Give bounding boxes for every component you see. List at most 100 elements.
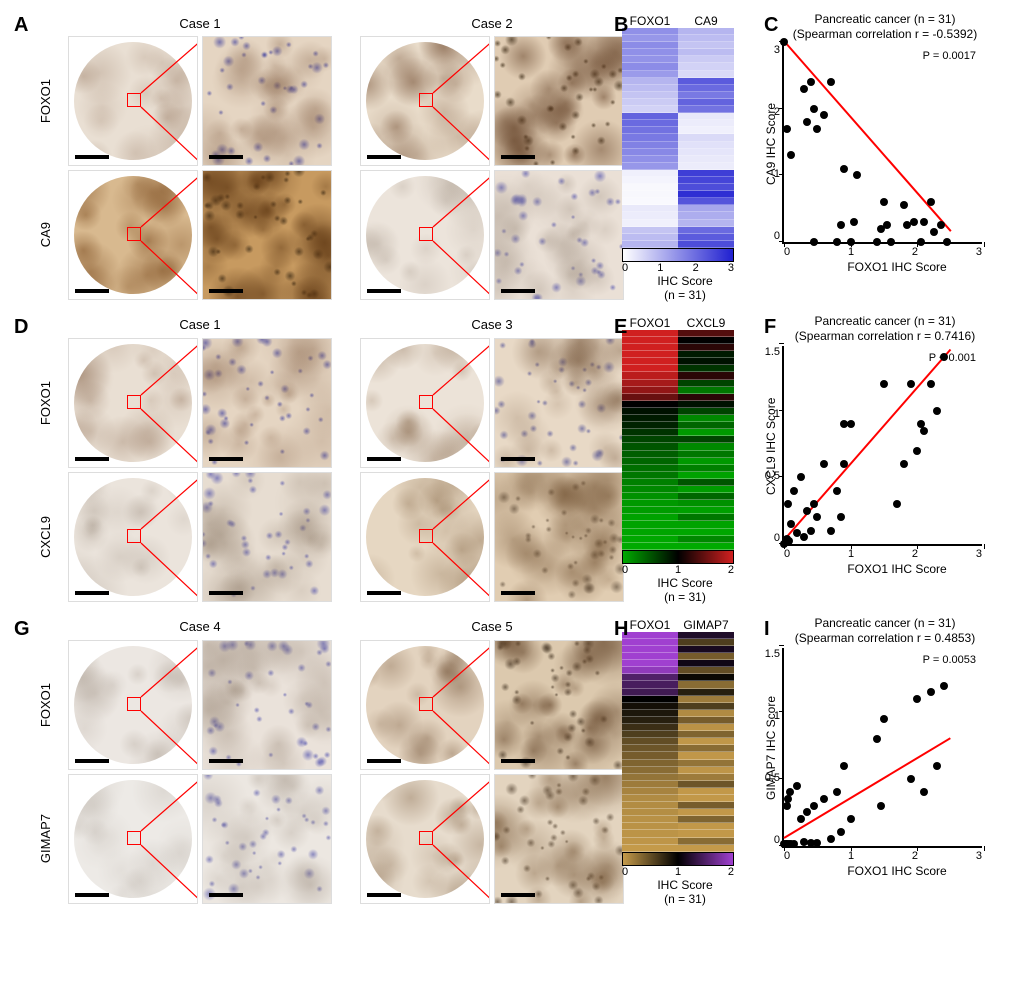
scatter-point <box>840 762 848 770</box>
scale-bar <box>501 759 535 763</box>
heatmap-cell <box>622 536 678 543</box>
heatmap-gradient <box>622 248 734 262</box>
heatmap-cell <box>622 696 678 703</box>
heatmap-cell <box>622 632 678 639</box>
heatmap-cell <box>678 198 734 205</box>
heatmap-cell <box>678 816 734 823</box>
heatmap-cell <box>622 823 678 830</box>
heatmap-cell <box>678 472 734 479</box>
case-header: Case 4 <box>68 619 332 634</box>
heatmap-cell <box>678 422 734 429</box>
scale-bar <box>209 591 243 595</box>
heatmap-cell <box>678 134 734 141</box>
scatter-point <box>786 788 794 796</box>
heatmap-cell <box>622 795 678 802</box>
heatmap-cell <box>622 56 678 63</box>
heatmap-cell <box>678 767 734 774</box>
heatmap-cell <box>678 500 734 507</box>
heatmap-cell <box>678 514 734 521</box>
scatter-point <box>803 808 811 816</box>
heatmap-cell <box>622 205 678 212</box>
heatmap-cell <box>622 330 678 337</box>
heatmap-cell <box>622 71 678 78</box>
scale-bar <box>209 759 243 763</box>
heatmap-scale-ticks: 012 <box>622 564 734 576</box>
scatter-point <box>837 221 845 229</box>
heatmap-cell <box>678 681 734 688</box>
scatter-xlabel: FOXO1 IHC Score <box>788 864 1006 878</box>
heatmap-cell <box>622 220 678 227</box>
heatmap-cell <box>622 745 678 752</box>
heatmap-cell <box>678 42 734 49</box>
scatter-point <box>783 125 791 133</box>
scatter-point <box>917 238 925 246</box>
heatmap-cell <box>622 351 678 358</box>
scatter-xlabel: FOXO1 IHC Score <box>788 562 1006 576</box>
heatmap-cell <box>622 774 678 781</box>
heatmap-cell <box>622 49 678 56</box>
heatmap-cell <box>678 703 734 710</box>
scale-bar <box>209 155 243 159</box>
panel-label: I <box>764 618 770 641</box>
scatter-point <box>873 735 881 743</box>
roi-box <box>419 529 433 543</box>
roi-box <box>419 227 433 241</box>
scatter-point <box>880 198 888 206</box>
heatmap-cell <box>622 415 678 422</box>
heatmap-cell <box>678 170 734 177</box>
heatmap-gradient <box>622 550 734 564</box>
scatter-yticks: 00.511.5 <box>766 648 780 846</box>
heatmap-cell <box>622 486 678 493</box>
heatmap-cell <box>622 191 678 198</box>
tissue-circle <box>68 338 198 468</box>
heatmap-cell <box>622 717 678 724</box>
scatter-plot-area: 01230123P = 0.0017 <box>782 44 982 244</box>
heatmap-cell <box>622 809 678 816</box>
heatmap-cell <box>678 191 734 198</box>
heatmap-cell <box>622 660 678 667</box>
scatter-point <box>877 802 885 810</box>
scatter-point <box>907 775 915 783</box>
panel-label: D <box>14 316 28 339</box>
heatmap-cell <box>622 92 678 99</box>
heatmap-cell <box>678 337 734 344</box>
scatter-point <box>807 527 815 535</box>
heatmap-cell <box>678 809 734 816</box>
scatter-point <box>810 500 818 508</box>
scatter-point <box>784 500 792 508</box>
figure-row: GCase 4Case 5FOXO1GIMAP7HFOXO1GIMAP7012I… <box>10 614 1010 906</box>
scatter-xlabel: FOXO1 IHC Score <box>788 260 1006 274</box>
heatmap-cell <box>622 760 678 767</box>
scatter-point <box>840 460 848 468</box>
heatmap-cell <box>622 28 678 35</box>
heatmap-panel: EFOXO1CXCL9012IHC Score(n = 31) <box>610 312 760 604</box>
scatter-point <box>927 688 935 696</box>
scale-bar <box>367 289 401 293</box>
heatmap-cell <box>678 387 734 394</box>
scatter-title: Pancreatic cancer (n = 31)(Spearman corr… <box>764 616 1006 646</box>
heatmap-cell <box>678 465 734 472</box>
roi-box <box>127 395 141 409</box>
scatter-plot-area: 012300.511.5P = 0.0053 <box>782 648 982 848</box>
heatmap-axis-label: IHC Score <box>614 576 756 590</box>
tissue-circle <box>68 36 198 166</box>
heatmap-panel: HFOXO1GIMAP7012IHC Score(n = 31) <box>610 614 760 906</box>
heatmap-column <box>622 330 678 550</box>
heatmap-cell <box>622 387 678 394</box>
heatmap-cell <box>622 479 678 486</box>
heatmap-cell <box>678 646 734 653</box>
heatmap-cell <box>622 184 678 191</box>
heatmap-col-header: FOXO1 <box>622 618 678 632</box>
heatmap-cell <box>622 149 678 156</box>
heatmap-cell <box>678 760 734 767</box>
scatter-yticks: 0123 <box>766 44 780 242</box>
heatmap-cell <box>678 774 734 781</box>
heatmap-cell <box>622 163 678 170</box>
marker-label: FOXO1 <box>38 79 64 123</box>
heatmap-cell <box>678 365 734 372</box>
heatmap-cell <box>678 745 734 752</box>
heatmap-scale-ticks: 0123 <box>622 262 734 274</box>
heatmap-cell <box>622 241 678 248</box>
heatmap-cell <box>678 113 734 120</box>
heatmap-cell <box>622 543 678 550</box>
